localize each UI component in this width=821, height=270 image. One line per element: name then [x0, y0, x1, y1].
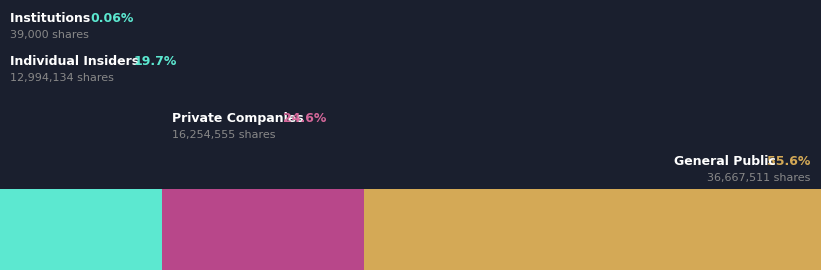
Text: 0.06%: 0.06% [90, 12, 134, 25]
Text: 55.6%: 55.6% [767, 155, 810, 168]
Bar [365, 189, 821, 270]
Text: General Public: General Public [674, 155, 776, 168]
Text: 19.7%: 19.7% [133, 55, 177, 68]
Text: 12,994,134 shares: 12,994,134 shares [10, 73, 114, 83]
Text: Individual Insiders: Individual Insiders [10, 55, 144, 68]
Text: 16,254,555 shares: 16,254,555 shares [172, 130, 276, 140]
Bar [163, 189, 365, 270]
Text: 24.6%: 24.6% [283, 112, 327, 125]
Text: Private Companies: Private Companies [172, 112, 309, 125]
Text: 39,000 shares: 39,000 shares [10, 30, 89, 40]
Text: Institutions: Institutions [10, 12, 94, 25]
Text: 36,667,511 shares: 36,667,511 shares [707, 173, 810, 183]
Bar [1, 189, 163, 270]
